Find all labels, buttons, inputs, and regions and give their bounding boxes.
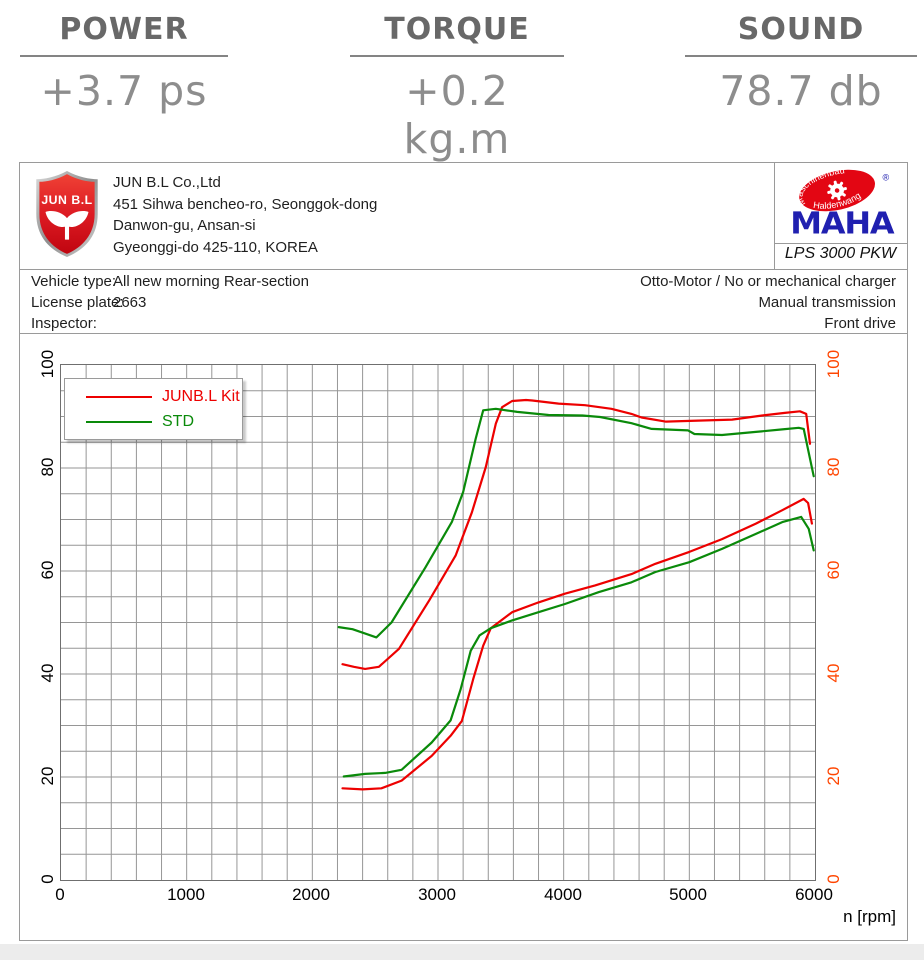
x-axis-tick-2000: 2000 [292, 885, 330, 904]
legend-label-kit: JUNB.L Kit [162, 388, 240, 405]
maha-logo-icon: MAHA Maschinenbau Haldenwang [789, 165, 896, 241]
y-axis-right-tick-80: 80 [824, 457, 843, 477]
inspector-label: Inspector: [31, 315, 97, 332]
drive-type-text: Front drive [824, 315, 896, 332]
y-axis-left-tick-20: 20 [38, 766, 57, 786]
svg-text:®: ® [883, 172, 890, 182]
report-document: JUN B.L JUN B.L Co.,Ltd 451 Sihwa benche… [19, 162, 908, 941]
vehicle-type-label: Vehicle type: [31, 273, 117, 290]
legend-label-std: STD [162, 413, 194, 430]
series-power-junbl-kit [341, 398, 812, 670]
metric-sound-value: 78.7 db [719, 67, 883, 115]
series-torque-junbl-kit [341, 497, 814, 791]
company-address-line: 451 Sihwa bencheo-ro, Seonggok-dong [113, 195, 378, 213]
y-axis-left-tick-40: 40 [38, 663, 57, 683]
svg-text:MAHA: MAHA [790, 206, 895, 241]
svg-text:JUN B.L: JUN B.L [41, 193, 92, 207]
y-axis-left-tick-60: 60 [38, 560, 57, 580]
metric-power-underline [20, 55, 228, 57]
y-axis-right-tick-20: 20 [824, 766, 843, 786]
series-torque-std [342, 515, 815, 778]
metric-sound-title: SOUND [737, 12, 865, 47]
company-name: JUN B.L Co.,Ltd [113, 174, 221, 191]
maha-cell-divider [774, 243, 907, 244]
dyno-chart-plot-area [60, 364, 816, 881]
transmission-text: Manual transmission [758, 294, 896, 311]
metric-torque-value: +0.2 kg.m [403, 67, 511, 163]
x-axis-tick-4000: 4000 [544, 885, 582, 904]
company-address-line: Danwon-gu, Ansan-si [113, 217, 256, 234]
y-axis-right-tick-60: 60 [824, 560, 843, 580]
gear-icon [827, 180, 847, 201]
metric-torque-underline [350, 55, 564, 57]
metric-power: POWER +3.7 ps [20, 10, 228, 115]
metric-sound-underline [685, 55, 917, 57]
x-axis-tick-5000: 5000 [669, 885, 707, 904]
series-power-std [337, 407, 815, 639]
license-plate-label: License plate: [31, 294, 124, 311]
metric-power-title: POWER [59, 12, 189, 47]
y-axis-left-tick-100: 100 [38, 349, 57, 379]
metric-power-value: +3.7 ps [40, 67, 208, 115]
y-axis-left-tick-80: 80 [38, 457, 57, 477]
legend-line-std [86, 421, 152, 423]
legend-item-kit: JUNB.L Kit [65, 387, 242, 407]
x-axis-tick-3000: 3000 [418, 885, 456, 904]
legend-item-std: STD [65, 412, 242, 432]
metric-torque: TORQUE +0.2 kg.m [350, 10, 564, 163]
x-axis-tick-1000: 1000 [167, 885, 205, 904]
metric-torque-title: TORQUE [384, 12, 530, 47]
engine-type-text: Otto-Motor / No or mechanical charger [640, 273, 896, 290]
header-divider-vertical [774, 163, 775, 269]
section-divider-1 [20, 269, 907, 270]
y-axis-right-tick-40: 40 [824, 663, 843, 683]
device-model: LPS 3000 PKW [784, 245, 897, 262]
company-address-line: Gyeonggi-do 425-110, KOREA [113, 238, 318, 256]
metric-sound: SOUND 78.7 db [685, 10, 917, 115]
page-bottom-strip [0, 944, 924, 960]
y-axis-right-tick-100: 100 [824, 349, 843, 379]
vehicle-type-value: All new morning Rear-section [113, 273, 309, 290]
x-axis-tick-6000: 6000 [795, 885, 833, 904]
x-axis-unit-label: n [rpm] [843, 907, 896, 926]
maha-device-cell: MAHA Maschinenbau Haldenwang [774, 163, 907, 269]
company-address-block: JUN B.L Co.,Ltd 451 Sihwa bencheo-ro, Se… [113, 172, 377, 258]
section-divider-2 [20, 333, 907, 334]
dyno-chart [61, 365, 815, 880]
legend-line-kit [86, 396, 152, 398]
chart-legend: JUNB.L Kit STD [64, 378, 243, 440]
x-axis-tick-0: 0 [55, 885, 65, 904]
license-plate-value: 2663 [113, 294, 147, 311]
junbl-shield-logo-icon: JUN B.L [36, 171, 98, 257]
